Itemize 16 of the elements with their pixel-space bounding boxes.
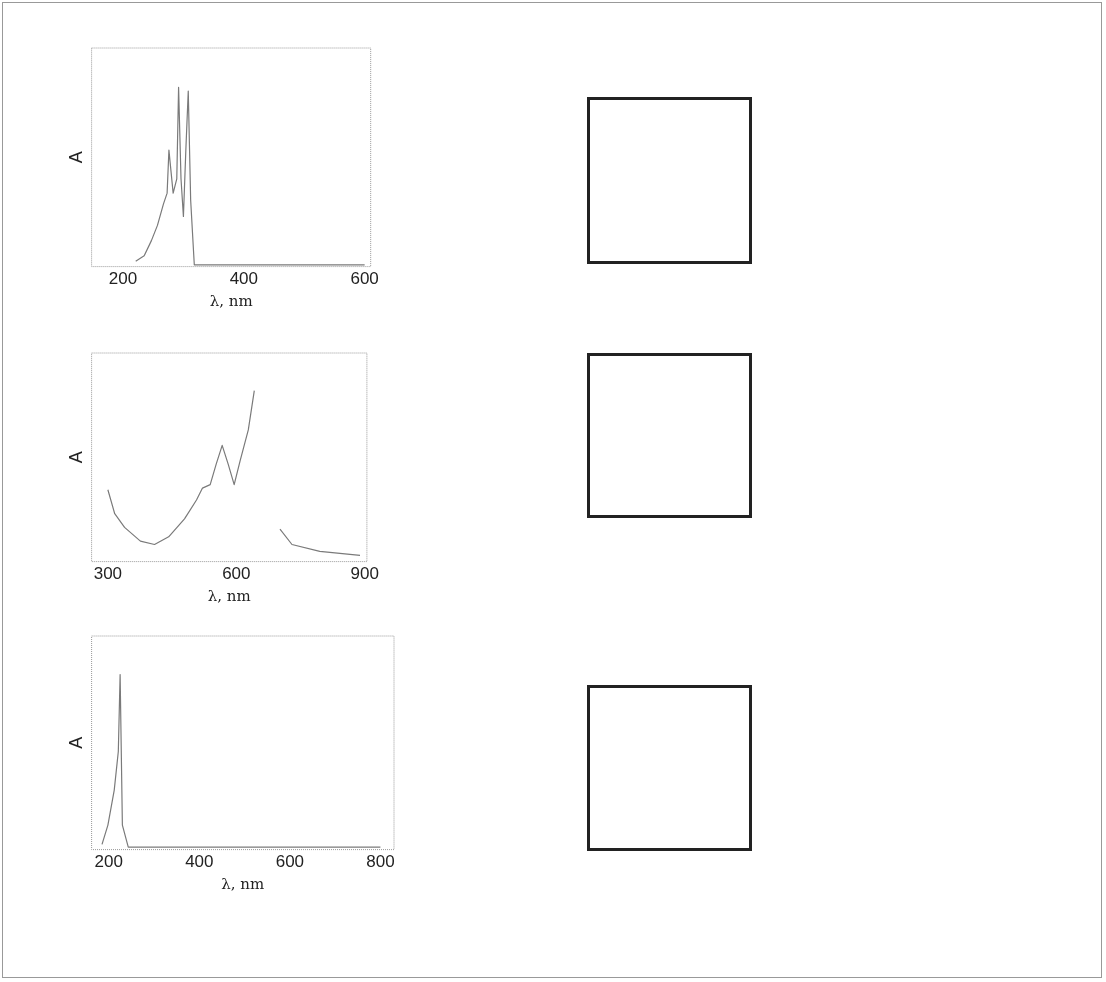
x-tick-label: 800 [366,852,395,872]
x-axis-title: λ, nm [221,874,265,893]
x-axis-title: λ, nm [207,586,251,605]
x-tick-label: 600 [350,269,379,289]
x-tick-label: 900 [350,564,379,584]
x-tick-label: 600 [275,852,305,872]
x-tick-label: 200 [94,852,123,872]
y-axis-title: A [65,736,86,749]
x-axis-title: λ, nm [209,291,253,310]
y-axis-title: A [65,151,86,164]
y-axis-title: A [65,451,86,464]
x-tick-label: 400 [229,269,259,289]
x-tick-label: 400 [185,852,214,872]
x-tick-label: 200 [108,269,138,289]
x-tick-label: 300 [93,564,123,584]
x-tick-label: 600 [222,564,251,584]
